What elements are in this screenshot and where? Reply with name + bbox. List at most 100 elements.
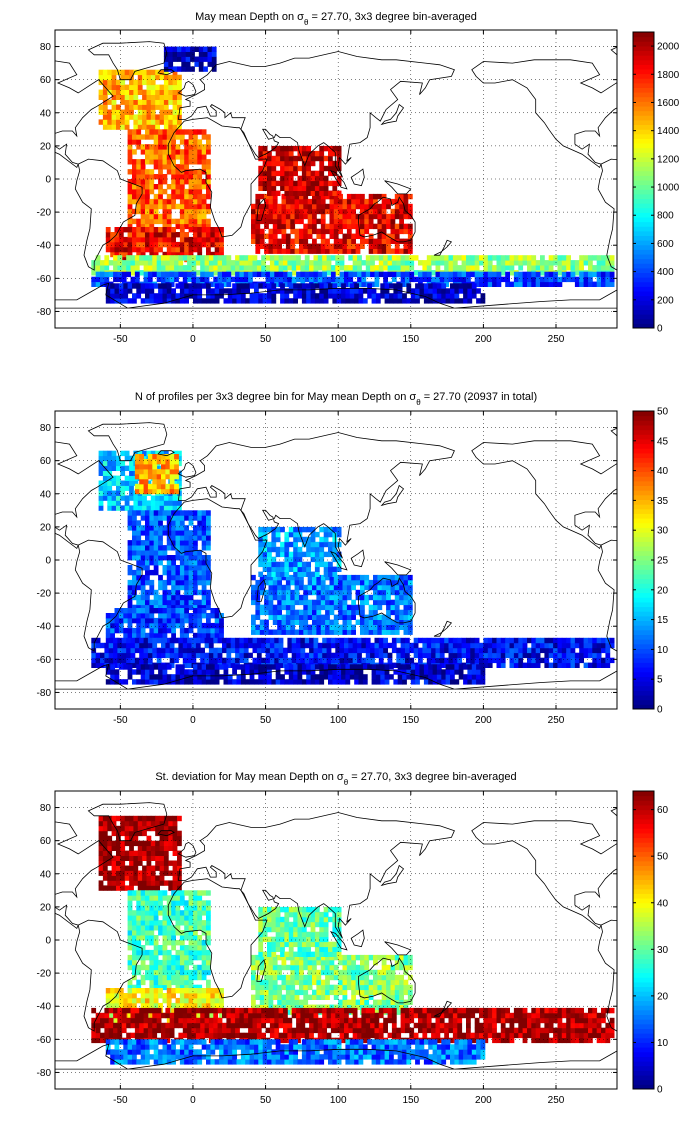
data-cell <box>105 288 111 294</box>
data-cell <box>548 637 554 644</box>
data-cell <box>124 475 130 481</box>
data-cell <box>579 255 584 261</box>
data-cell <box>158 298 163 304</box>
data-cell <box>339 642 345 649</box>
data-cell <box>146 69 152 76</box>
data-cell <box>386 599 391 606</box>
data-cell <box>153 293 159 299</box>
data-cell <box>136 604 142 611</box>
data-cell <box>187 271 192 278</box>
data-cell <box>268 203 274 210</box>
data-cell <box>120 450 126 457</box>
data-cell <box>548 647 554 654</box>
data-cell <box>284 561 290 568</box>
data-cell <box>374 276 380 283</box>
data-cell <box>278 265 284 271</box>
data-cell <box>561 652 567 659</box>
data-cell <box>147 265 153 271</box>
data-cell <box>306 536 311 543</box>
data-cell <box>262 150 268 157</box>
data-cell <box>188 579 194 586</box>
data-cell <box>129 460 134 467</box>
data-cell <box>107 460 113 467</box>
data-cell <box>171 184 176 190</box>
data-cell <box>377 584 383 591</box>
data-cell <box>306 679 311 685</box>
data-cell <box>371 293 377 299</box>
data-cell <box>505 647 510 654</box>
data-cell <box>177 51 182 57</box>
data-cell <box>124 74 130 81</box>
data-cell <box>288 155 294 162</box>
data-cell <box>609 637 615 644</box>
data-cell <box>391 260 397 266</box>
data-cell <box>338 589 343 596</box>
data-cell <box>409 642 415 649</box>
data-cell <box>153 241 159 248</box>
data-cell <box>179 669 185 675</box>
data-cell <box>179 213 185 220</box>
data-cell <box>171 579 176 586</box>
data-cell <box>98 490 104 496</box>
data-cell <box>479 271 484 278</box>
data-cell <box>243 260 249 266</box>
data-cell <box>294 614 300 620</box>
data-cell <box>149 188 155 195</box>
data-cell <box>601 276 606 283</box>
data-cell <box>277 589 282 596</box>
data-cell <box>428 679 433 685</box>
data-cell <box>303 208 309 215</box>
data-cell <box>328 664 333 670</box>
data-cell <box>147 260 153 266</box>
data-cell <box>251 213 256 220</box>
data-cell <box>287 657 293 664</box>
data-cell <box>326 652 332 659</box>
data-cell <box>557 260 563 266</box>
data-cell <box>406 674 412 680</box>
data-cell <box>391 662 397 668</box>
data-cell <box>492 647 497 654</box>
data-cell <box>193 227 198 233</box>
data-cell <box>322 260 327 266</box>
data-cell <box>140 589 146 596</box>
data-cell <box>448 642 454 649</box>
data-cell <box>407 624 413 630</box>
data-cell <box>172 56 178 62</box>
data-cell <box>251 584 256 591</box>
data-cell <box>458 669 464 675</box>
data-cell <box>574 270 580 276</box>
data-cell <box>175 515 181 521</box>
data-cell <box>179 555 185 561</box>
data-cell <box>145 232 150 238</box>
data-cell <box>339 637 345 644</box>
data-cell <box>120 119 126 125</box>
data-cell <box>258 546 264 553</box>
data-cell <box>435 265 441 271</box>
data-cell <box>342 624 348 630</box>
data-cell <box>105 617 111 624</box>
data-cell <box>284 165 290 172</box>
data-cell <box>377 193 383 200</box>
data-cell <box>177 46 182 52</box>
data-cell <box>140 510 146 516</box>
data-cell <box>129 485 134 491</box>
data-cell <box>249 679 255 685</box>
data-cell <box>283 255 288 261</box>
data-cell <box>293 674 298 680</box>
data-cell <box>188 535 194 541</box>
colorbar-segment <box>633 277 654 283</box>
data-cell <box>208 652 214 659</box>
data-cell <box>123 246 129 253</box>
data-cell <box>245 669 250 675</box>
data-cell <box>300 260 306 266</box>
data-cell <box>310 679 316 685</box>
data-cell <box>445 674 451 680</box>
data-cell <box>172 84 178 90</box>
data-cell <box>140 599 146 606</box>
data-cell <box>325 193 330 200</box>
data-cell <box>317 265 323 271</box>
data-cell <box>278 271 284 278</box>
data-cell <box>117 637 123 644</box>
data-cell <box>474 265 480 271</box>
data-cell <box>304 652 310 659</box>
